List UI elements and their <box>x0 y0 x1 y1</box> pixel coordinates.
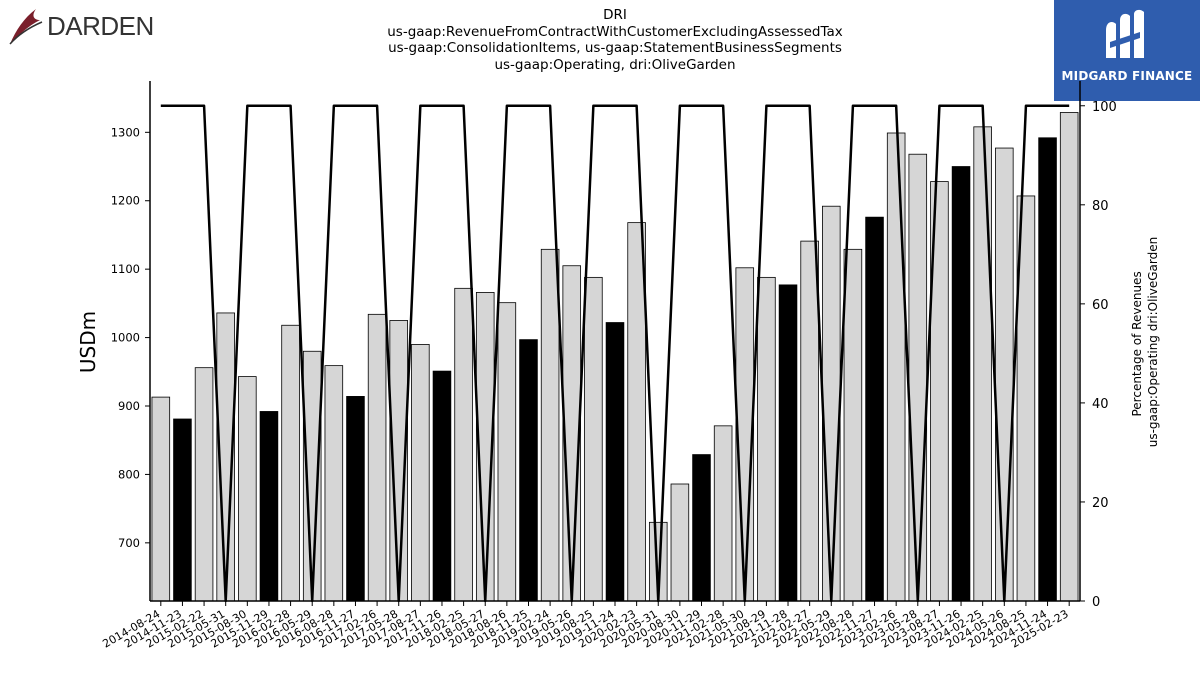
title-line: DRI <box>603 7 627 23</box>
bar <box>497 302 517 602</box>
chart-title: DRI us-gaap:RevenueFromContractWithCusto… <box>250 7 980 73</box>
y2-axis-label: Percentage of Revenues us-gaap:Operating… <box>1130 237 1160 448</box>
y2-tick-label: 80 <box>1092 199 1109 214</box>
y-tick-label: 900 <box>118 399 140 413</box>
ticks-layer: 7008009001000110012001300020406080100201… <box>100 100 1116 651</box>
bar <box>973 126 992 602</box>
y-tick-label: 800 <box>118 467 140 481</box>
y2-axis-label-line: us-gaap:Operating dri:OliveGarden <box>1146 237 1160 448</box>
y-tick-label: 1000 <box>111 331 140 345</box>
y2-tick-label: 100 <box>1092 100 1117 115</box>
bar <box>259 411 279 602</box>
bar <box>151 396 171 602</box>
darden-logo: DARDEN <box>6 4 176 48</box>
y2-tick-label: 20 <box>1092 496 1109 511</box>
title-line: us-gaap:ConsolidationItems, us-gaap:Stat… <box>388 40 842 56</box>
bar <box>692 454 711 602</box>
bars-layer <box>151 112 1079 602</box>
title-line: us-gaap:Operating, dri:OliveGarden <box>494 56 736 73</box>
y-axis-label: USDm <box>76 311 100 373</box>
bar <box>886 132 906 602</box>
bar <box>238 376 257 602</box>
midgard-brand-text: MIDGARD FINANCE <box>1061 69 1193 83</box>
bar <box>1038 137 1057 602</box>
bar <box>865 216 884 602</box>
bar <box>627 222 646 602</box>
bar <box>432 370 452 602</box>
bar <box>540 248 560 602</box>
bar <box>324 365 344 602</box>
midgard-finance-logo: MIDGARD FINANCE <box>1054 0 1200 101</box>
bar <box>605 322 625 602</box>
y2-axis-label-line: Percentage of Revenues <box>1130 271 1144 416</box>
bar <box>584 276 603 602</box>
darden-wordmark: DARDEN <box>47 11 154 41</box>
y-tick-label: 700 <box>118 536 140 550</box>
title-line: us-gaap:RevenueFromContractWithCustomerE… <box>387 23 843 40</box>
y-tick-label: 1100 <box>111 262 140 276</box>
bar <box>367 313 387 602</box>
bar <box>194 367 214 602</box>
bar <box>951 166 971 602</box>
bar <box>281 324 300 602</box>
bar <box>843 248 863 602</box>
y2-tick-label: 60 <box>1092 298 1109 313</box>
bar <box>995 147 1014 602</box>
bar <box>822 205 841 602</box>
bar <box>800 240 819 602</box>
midgard-emblem-icon <box>1106 9 1144 58</box>
bar <box>908 153 928 602</box>
bar <box>778 284 798 602</box>
bar <box>411 344 430 602</box>
y-tick-label: 1200 <box>111 194 140 208</box>
darden-swoosh-icon <box>9 9 43 45</box>
bar <box>454 287 473 602</box>
bar <box>346 396 365 602</box>
y2-tick-label: 0 <box>1092 595 1100 610</box>
bar <box>713 425 733 602</box>
y-tick-label: 1300 <box>111 125 140 139</box>
bar <box>670 483 690 602</box>
bar <box>757 276 776 602</box>
bar <box>519 339 538 602</box>
y2-tick-label: 40 <box>1092 397 1109 412</box>
bar <box>1059 112 1079 602</box>
bar <box>173 418 192 602</box>
